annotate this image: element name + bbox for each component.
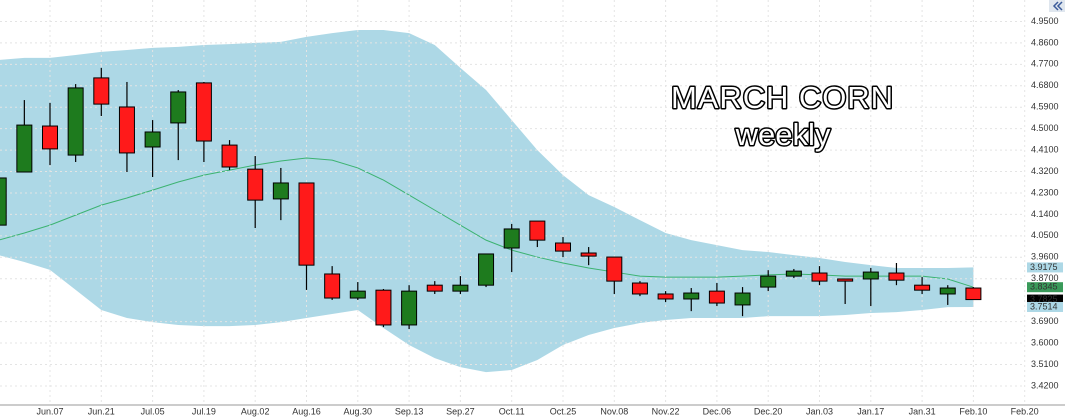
x-tick-label: Jul.19 bbox=[192, 406, 216, 416]
candle-body bbox=[785, 270, 802, 277]
candle-body bbox=[734, 292, 751, 306]
y-tick-label: 3.6000 bbox=[1031, 337, 1059, 347]
bollinger-band bbox=[0, 30, 974, 373]
candle-body bbox=[144, 131, 161, 148]
candle-body bbox=[939, 287, 956, 295]
last-value-box bbox=[1027, 262, 1063, 273]
candle-body bbox=[555, 242, 571, 252]
candle-body bbox=[760, 275, 777, 288]
last-value-label: 3.9175 bbox=[1030, 262, 1058, 272]
x-tick-label: Nov.08 bbox=[600, 406, 628, 416]
candle-body bbox=[118, 106, 135, 154]
x-tick-label: Feb.20 bbox=[1011, 406, 1039, 416]
candle-body bbox=[888, 272, 905, 281]
candle-body bbox=[272, 182, 289, 200]
candle-body bbox=[914, 284, 931, 291]
candle-body bbox=[16, 124, 33, 173]
y-tick-label: 4.1400 bbox=[1031, 209, 1059, 219]
x-tick-label: Nov.22 bbox=[652, 406, 680, 416]
candle-body bbox=[965, 287, 982, 301]
x-tick-label: Jun.21 bbox=[88, 406, 115, 416]
y-tick-label: 3.9600 bbox=[1031, 252, 1059, 262]
x-tick-label: Feb.10 bbox=[959, 406, 987, 416]
candle-body bbox=[349, 290, 366, 299]
x-tick-label: Oct.11 bbox=[499, 406, 525, 416]
candle-body bbox=[93, 77, 110, 105]
candle-body bbox=[426, 284, 443, 292]
last-value-label: 3.7514 bbox=[1030, 301, 1058, 311]
y-tick-label: 4.7700 bbox=[1031, 59, 1059, 69]
y-tick-label: 4.5000 bbox=[1031, 123, 1059, 133]
y-tick-label: 3.5100 bbox=[1031, 359, 1059, 369]
chart-title: MARCH CORN bbox=[671, 80, 893, 115]
x-tick-label: Aug.16 bbox=[292, 406, 321, 416]
y-tick-label: 4.9500 bbox=[1031, 16, 1059, 26]
chart-subtitle: weekly bbox=[735, 117, 831, 152]
y-tick-label: 4.8600 bbox=[1031, 37, 1059, 47]
candle-body bbox=[247, 168, 264, 201]
candle-body bbox=[529, 220, 546, 241]
last-value-label: 3.8345 bbox=[1030, 282, 1058, 292]
last-value-box bbox=[1027, 282, 1063, 293]
candle-body bbox=[657, 293, 674, 300]
x-tick-label: Sep.13 bbox=[395, 406, 424, 416]
y-tick-label: 4.2300 bbox=[1031, 187, 1059, 197]
x-tick-label: Jan.17 bbox=[857, 406, 884, 416]
candle-body bbox=[42, 125, 58, 150]
x-tick-label: Dec.06 bbox=[703, 406, 732, 416]
candle-body bbox=[503, 228, 520, 249]
x-tick-label: Jul.05 bbox=[141, 406, 165, 416]
band-layer bbox=[0, 30, 974, 373]
labels-layer: 4.9500 4.8600 4.7700 4.6800 4.5900 4.5000 4.41… bbox=[36, 16, 1063, 416]
marks-layer bbox=[0, 67, 982, 330]
candle-body bbox=[401, 290, 418, 326]
y-tick-label: 4.6800 bbox=[1031, 80, 1059, 90]
last-value-box bbox=[1027, 301, 1063, 312]
candle-body bbox=[195, 82, 212, 142]
candle-body bbox=[606, 256, 623, 282]
candle-body bbox=[708, 290, 725, 304]
x-tick-label: Oct.25 bbox=[550, 406, 577, 416]
candle-body bbox=[862, 271, 879, 280]
x-tick-label: Dec.20 bbox=[754, 406, 783, 416]
y-tick-label: 3.4200 bbox=[1031, 380, 1059, 390]
candle-body bbox=[631, 282, 648, 295]
y-tick-label: 4.4100 bbox=[1031, 144, 1059, 154]
candle-body bbox=[67, 87, 84, 156]
y-tick-label: 4.3200 bbox=[1031, 166, 1059, 176]
candle-body bbox=[0, 177, 7, 226]
last-value-box bbox=[1027, 294, 1063, 305]
button-icon bbox=[1052, 1, 1063, 11]
x-tick-label: Jan.31 bbox=[909, 406, 936, 416]
candle-body bbox=[837, 278, 854, 282]
candle-body bbox=[683, 292, 700, 300]
candle-body bbox=[324, 273, 341, 299]
candle-body bbox=[221, 144, 238, 168]
x-tick-label: Aug.02 bbox=[241, 406, 270, 416]
last-value-label: 3.7825 bbox=[1030, 294, 1058, 304]
y-tick-label: 3.8700 bbox=[1031, 273, 1059, 283]
y-tick-label: 3.6900 bbox=[1031, 316, 1059, 326]
candle-body bbox=[811, 272, 828, 282]
x-tick-label: Jun.07 bbox=[36, 406, 63, 416]
x-tick-label: Sep.27 bbox=[446, 406, 475, 416]
x-tick-label: Jan.03 bbox=[806, 406, 833, 416]
candle-body bbox=[170, 91, 187, 124]
candle-body bbox=[298, 182, 315, 266]
collapse-button[interactable] bbox=[1049, 0, 1065, 12]
middle-band bbox=[0, 157, 974, 288]
candle-body bbox=[580, 252, 597, 257]
y-tick-label: 4.5900 bbox=[1031, 102, 1059, 112]
candle-body bbox=[375, 289, 392, 326]
y-tick-label: 4.0500 bbox=[1031, 230, 1059, 240]
x-tick-label: Aug.30 bbox=[344, 406, 373, 416]
candle-body bbox=[478, 253, 495, 286]
candle-body bbox=[452, 284, 469, 292]
